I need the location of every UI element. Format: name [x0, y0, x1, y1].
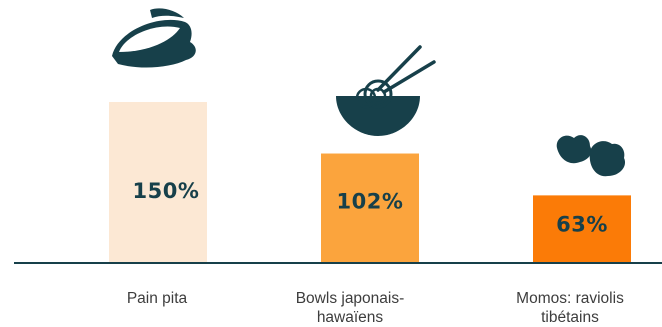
momos-dumplings-icon [556, 135, 626, 177]
category-label-bowls: Bowls japonais-hawaïens [295, 290, 405, 326]
category-label-momos: Momos: raviolis tibétains [516, 290, 624, 326]
category-label-pain-pita: Pain pita [126, 290, 188, 307]
pita-bread-icon [112, 8, 196, 68]
bar-value-label-3: 63% [556, 212, 608, 236]
bar-value-label-2: 102% [337, 190, 404, 214]
bar-2 [321, 153, 419, 263]
bar-1 [109, 102, 207, 263]
bar-3 [533, 195, 631, 263]
bar-value-label-1: 150% [133, 179, 200, 203]
ramen-bowl-icon [336, 45, 436, 136]
